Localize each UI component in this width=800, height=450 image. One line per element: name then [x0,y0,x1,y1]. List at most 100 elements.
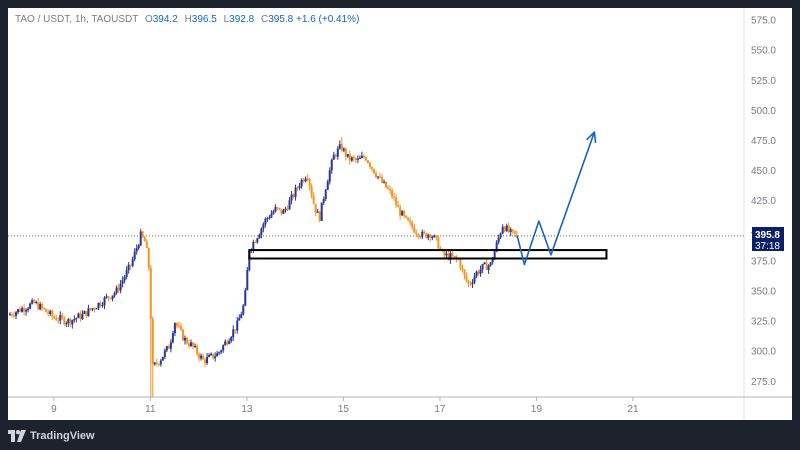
y-axis: 275.0300.0325.0350.0375.0400.0425.0450.0… [751,16,776,388]
candle-body [447,253,450,260]
y-tick-label: 550.0 [751,46,776,57]
chart-frame: 275.0300.0325.0350.0375.0400.0425.0450.0… [8,8,792,420]
candle-body [342,148,345,151]
y-tick-label: 350.0 [751,287,776,298]
candle-body [513,230,516,234]
candle-body [71,319,74,325]
candle-body [467,280,470,284]
candle-body [479,269,482,274]
candle-body [495,242,498,252]
candle-body [19,309,22,312]
candle-body [145,241,148,249]
candle-body [445,253,448,256]
support-zone[interactable] [248,249,608,260]
candle-body [366,160,369,163]
candle-body [274,207,277,212]
candle-body [95,308,98,310]
candle-body [238,318,241,321]
candle-body [137,245,140,249]
candle-body [350,157,353,161]
candle-body [306,178,309,180]
y-tick-label: 500.0 [751,106,776,117]
candle-body [53,316,56,319]
candle-body [507,225,510,233]
candle-body [449,253,452,260]
candle-body [264,218,267,225]
candle-body [348,154,351,161]
price-chart[interactable]: 275.0300.0325.0350.0375.0400.0425.0450.0… [8,8,792,420]
candle-body [487,265,490,270]
candle-body [175,323,178,326]
y-tick-label: 325.0 [751,317,776,328]
candle-body [296,187,299,189]
candle-body [429,234,432,238]
candle-body [443,251,446,256]
support-zone-rect[interactable] [248,249,608,260]
candle-body [302,179,305,182]
high-label: H [184,14,192,25]
candle-body [67,319,70,324]
x-tick-label: 11 [145,404,156,415]
candle-body [93,308,96,310]
x-tick-label: 19 [531,404,543,415]
candle-body [153,362,156,365]
candle-body [73,318,76,320]
x-tick-label: 21 [627,404,639,415]
candle-body [477,271,480,274]
branding-footer[interactable]: TradingView [8,428,95,444]
candle-body [481,263,484,270]
candle-body [224,341,227,346]
open-value: 394.2 [152,14,178,25]
projection-line[interactable] [516,131,596,266]
candle-body [59,315,62,321]
candle-body [236,320,239,331]
x-tick-label: 15 [338,404,350,415]
candle-body [45,308,48,313]
y-tick-label: 375.0 [751,256,776,267]
candle-body [15,312,18,316]
candle-body [387,187,390,190]
candle-body [417,234,420,237]
candle-body [260,228,263,235]
candle-body [360,155,363,159]
candle-body [177,325,180,327]
candle-body [288,200,291,210]
candle-body [181,329,184,341]
candle-body [256,238,259,243]
candle-body [262,224,265,229]
candle-body [370,166,373,169]
candle-body [340,144,343,151]
candle-body [218,352,221,354]
candle-body [248,251,251,270]
candle-body [25,310,28,312]
candle-body [354,158,357,160]
candle-body [254,241,257,243]
candle-body [358,158,361,160]
candle-body [119,283,122,291]
candle-body [246,269,249,291]
candle-body [411,222,414,228]
candle-body [69,319,72,325]
candle-body [292,194,295,197]
candle-body [117,287,120,291]
candle-body [87,308,90,317]
y-tick-label: 275.0 [751,377,776,388]
candle-body [278,208,281,210]
candle-body [230,337,233,341]
candle-body [185,337,188,344]
candle-body [165,346,168,351]
candle-body [183,337,186,341]
candle-body [372,168,375,174]
candle-body [393,196,396,198]
open-label: O [144,14,153,25]
candle-body [21,308,24,312]
candle-body [39,304,42,310]
candle-body [111,295,114,299]
candle-body [194,346,197,348]
candle-body [381,176,384,183]
candle-body [206,356,209,364]
candle-body [204,359,207,364]
tradingview-logo-icon [8,430,26,442]
projection-path[interactable] [516,131,597,266]
candle-body [316,211,319,213]
